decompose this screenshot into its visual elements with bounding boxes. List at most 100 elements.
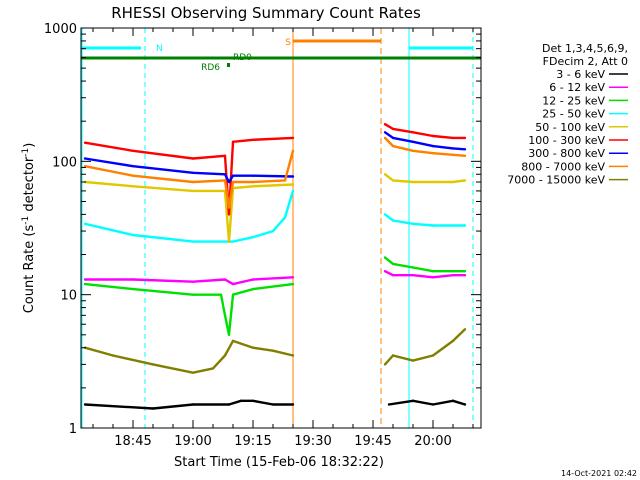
series-5-point [191,157,195,160]
series-1-point [83,278,87,281]
annotation-rd6: RD6 [201,63,220,73]
series-7-point [391,144,395,148]
x-tick-label: 19:30 [294,434,331,449]
series-5-point [451,136,455,140]
series-7-point [231,180,235,184]
series-6-point [383,131,387,134]
series-8-point [383,363,387,366]
series-4-point [291,183,295,186]
chart-title: RHESSI Observing Summary Count Rates [111,4,421,22]
series-2-point [227,333,231,336]
series-3-point [191,240,195,243]
series-2-segment-0 [84,282,294,336]
series-5-point [291,136,295,140]
series-7-point [131,174,135,177]
series-1-segment-1 [384,270,465,279]
series-1-point [291,276,295,279]
series-8-segment-1 [384,328,466,366]
legend: Det 1,3,4,5,6,9, FDecim 2, Att 0 3 - 6 k… [507,42,628,187]
series-2-point [383,256,387,259]
generation-timestamp: 14-Oct-2021 02:42 [561,469,637,478]
series-1-point [431,276,435,279]
y-axis-label: Count Rate (s-1 detector-1) [21,143,37,314]
series-5-point [463,136,467,140]
legend-header-1: Det 1,3,4,5,6,9, [542,42,628,55]
series-2-point [231,293,235,296]
series-8-point [191,371,195,374]
series-0-point [191,403,195,406]
series-7-point [431,152,435,155]
series-3 [83,189,467,243]
series-7-point [251,180,255,184]
series-4-point [463,179,467,182]
series-7-point [283,179,287,182]
series-8-point [451,339,455,343]
series-5-point [383,123,387,126]
series-4-point [383,173,387,176]
series-3-point [411,222,415,225]
annotation-s: S [285,38,291,48]
series-0-point [463,403,467,406]
legend-label-3: 25 - 50 keV [542,108,605,121]
series-1-point [191,280,195,283]
series-2 [83,256,467,336]
series-1-point [251,278,255,281]
series-8-point [431,354,435,357]
series-4-segment-0 [84,180,294,243]
series-8-point [251,346,255,349]
series-7-segment-0 [84,150,295,209]
series-4-point [431,180,435,184]
series-0-point [151,407,155,410]
series-3-point [431,224,435,227]
series-8-point [391,354,395,357]
series-0-point [411,399,415,402]
series-3-point [251,236,255,239]
legend-label-1: 6 - 12 keV [549,81,605,94]
series-6-point [227,180,231,184]
legend-header-2: FDecim 2, Att 0 [543,55,628,68]
x-tick-label: 19:15 [234,434,271,449]
decimation-flag-rd6 [227,63,230,67]
series-6-segment-0 [84,157,294,184]
series-0 [83,399,467,410]
series-6-point [231,174,235,177]
series-5-segment-1 [384,123,465,140]
series-8-segment-0 [84,339,294,374]
series-6-point [191,171,195,174]
series-2-point [411,266,415,269]
y-tick-label: 100 [52,155,77,170]
series-2-point [451,270,455,273]
series-6-point [223,173,227,176]
series-1-point [411,274,415,277]
series-7-point [191,180,195,184]
series-5-point [251,138,255,141]
legend-label-5: 100 - 300 keV [528,134,605,147]
series-4-point [131,185,135,188]
annotation-n: N [156,44,163,54]
series-8-point [211,367,215,370]
series-7-point [383,136,387,140]
series-3-point [463,224,467,227]
series-0-point [83,403,87,406]
series-7-point [411,149,415,152]
annotation-rd0: RD0 [233,53,252,63]
series-4-point [411,180,415,184]
series-0-point [431,403,435,406]
series-8-point [411,359,415,362]
series-8-point [271,349,275,352]
x-tick-label: 18:45 [114,434,151,449]
series-3-point [291,189,295,193]
legend-label-4: 50 - 100 keV [535,121,605,134]
series-1-point [231,282,235,286]
series-4-segment-1 [384,173,466,184]
series-6-point [391,136,395,140]
series-6-point [431,144,435,148]
mode-bands: N S RD0 RD6 [81,28,481,428]
legend-label-2: 12 - 25 keV [542,94,605,107]
series-8-point [291,354,295,357]
series-1-point [451,274,455,277]
series-6-point [451,147,455,150]
series-6-point [131,165,135,168]
series-6-point [291,175,295,178]
series-6-point [251,174,255,177]
